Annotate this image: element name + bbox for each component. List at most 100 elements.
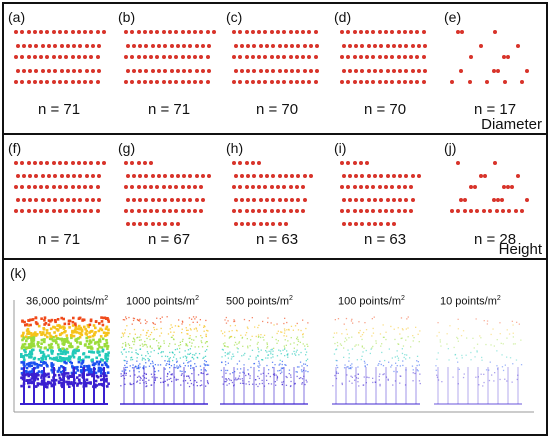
cloud-point	[195, 352, 197, 355]
cloud-point	[25, 329, 29, 332]
tree-point	[282, 80, 287, 84]
tree-point	[150, 198, 155, 202]
cloud-point	[23, 320, 26, 324]
tree-point	[207, 68, 212, 73]
cloud-point	[372, 381, 374, 384]
cloud-point	[182, 321, 184, 323]
tree-point	[186, 209, 191, 213]
cloud-point	[205, 319, 207, 322]
cloud-point	[228, 383, 230, 385]
cloud-point	[400, 337, 402, 340]
cloud-point	[107, 382, 110, 385]
cloud-point	[160, 381, 162, 384]
cloud-point	[263, 334, 266, 336]
cloud-point	[26, 372, 30, 376]
cloud-point	[276, 379, 278, 381]
cloud-point	[236, 363, 238, 365]
cloud-point	[512, 332, 514, 334]
cloud-point	[260, 373, 262, 375]
cloud-point	[501, 366, 504, 368]
cloud-point	[300, 377, 302, 379]
tree-point	[180, 55, 185, 59]
cloud-point	[78, 327, 82, 331]
cloud-point	[150, 373, 153, 375]
tree-point	[144, 222, 149, 226]
tree-point	[346, 185, 351, 189]
cloud-point	[304, 348, 306, 350]
cloud-point	[287, 340, 289, 342]
cloud-point	[364, 365, 366, 367]
cloud-point	[43, 340, 46, 344]
cloud-point	[40, 364, 43, 367]
cloud-point	[95, 374, 99, 378]
cloud-point	[278, 369, 281, 372]
tree-point	[161, 30, 166, 34]
cloud-point	[357, 366, 359, 368]
cloud-point	[189, 324, 191, 326]
cloud-point	[279, 372, 282, 375]
tree-point	[40, 198, 45, 202]
tree-point	[70, 80, 75, 84]
cloud-point	[205, 370, 207, 372]
cloud-point	[62, 327, 66, 331]
cloud-point	[346, 333, 348, 335]
cloud-point	[57, 324, 61, 327]
cloud-point	[374, 381, 376, 383]
tree-point	[168, 55, 172, 59]
cloud-point	[125, 343, 127, 345]
density-exponent: 2	[104, 295, 109, 302]
cloud-point	[204, 364, 206, 367]
tree-point	[283, 222, 288, 226]
cloud-point	[40, 338, 44, 342]
cloud-point	[355, 377, 358, 379]
cloud-point	[84, 355, 88, 359]
tree-point	[53, 43, 58, 48]
tree-point	[59, 43, 64, 48]
cloud-point	[193, 358, 195, 360]
cloud-point	[267, 354, 270, 356]
cloud-point	[159, 335, 161, 337]
cloud-point	[375, 340, 377, 342]
cloud-point	[136, 360, 138, 362]
cloud-point	[136, 318, 139, 321]
cloud-point	[412, 369, 414, 371]
cloud-point	[68, 326, 71, 329]
cloud-point	[51, 357, 54, 361]
cloud-point	[334, 374, 336, 377]
cloud-point	[98, 360, 102, 364]
cloud-point	[174, 349, 177, 351]
cloud-point	[379, 333, 382, 335]
tree-point	[379, 198, 384, 202]
cloud-point	[180, 374, 183, 376]
tree-point	[396, 185, 401, 189]
tree-point	[415, 80, 420, 84]
tree-point	[186, 185, 191, 189]
cloud-point	[85, 378, 89, 382]
cloud-point	[75, 376, 79, 379]
cloud-point	[383, 336, 385, 338]
cloud-point	[194, 363, 196, 365]
tree-point	[169, 198, 174, 202]
cloud-point	[350, 320, 353, 322]
cloud-point	[87, 370, 91, 373]
tree-point	[15, 198, 20, 202]
cloud-point	[257, 354, 259, 357]
cloud-point	[406, 318, 408, 320]
cloud-point	[130, 359, 132, 361]
cloud-point	[472, 337, 474, 339]
tree-point	[142, 30, 147, 34]
cloud-point	[275, 374, 277, 376]
cloud-point	[154, 364, 156, 366]
tree-point	[391, 174, 396, 178]
tree-point	[244, 30, 249, 34]
cloud-point	[178, 366, 180, 368]
cloud-point	[205, 361, 207, 363]
tree-point	[32, 80, 37, 84]
cloud-point	[296, 338, 298, 340]
tree-point	[384, 30, 388, 34]
tree-point	[238, 161, 243, 165]
cloud-point	[85, 339, 89, 343]
cloud-point	[349, 367, 351, 369]
cloud-point	[168, 361, 171, 363]
tree-point	[296, 174, 301, 178]
